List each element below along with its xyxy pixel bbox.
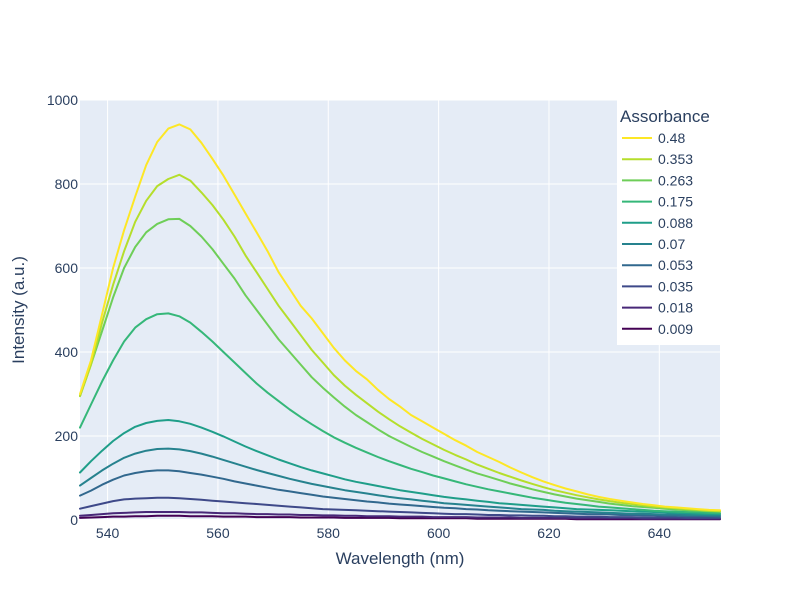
series-line-0.353 [79,173,721,513]
legend-title: Assorbance [620,107,710,126]
x-tick-label: 600 [427,525,451,541]
x-tick-label: 620 [537,525,561,541]
y-tick-label: 0 [70,512,78,528]
legend-label: 0.009 [658,321,693,337]
legend: Assorbance 0.480.3530.2630.1750.0880.070… [617,100,720,345]
legend-item[interactable]: 0.353 [622,151,693,167]
series-line-0.263 [79,217,721,513]
legend-item[interactable]: 0.263 [622,172,693,188]
y-tick-label: 400 [55,344,79,360]
series-line-0.018 [79,511,721,520]
legend-label: 0.48 [658,130,685,146]
legend-item[interactable]: 0.009 [622,321,693,337]
y-tick-label: 200 [55,428,79,444]
legend-item[interactable]: 0.48 [622,130,685,146]
legend-item[interactable]: 0.018 [622,300,693,316]
x-axis-ticks: 540 560 580 600 620 640 [96,525,671,541]
x-tick-label: 560 [206,525,230,541]
legend-label: 0.07 [658,236,685,252]
x-tick-label: 540 [96,525,120,541]
legend-label: 0.175 [658,194,693,210]
series-lines [79,123,721,521]
y-axis-ticks: 0 200 400 600 800 1000 [47,92,78,528]
series-line-0.175 [79,312,721,515]
legend-items: 0.48 0.353 0.263 0.175 0.088 0.07 0.053 0.035 0.… [622,130,693,337]
series-line-0.053 [79,469,721,518]
y-tick-label: 1000 [47,92,78,108]
legend-item[interactable]: 0.053 [622,257,693,273]
legend-item[interactable]: 0.035 [622,278,693,294]
series-line-0.088 [79,419,721,516]
legend-label: 0.353 [658,151,693,167]
legend-label: 0.053 [658,257,693,273]
legend-label: 0.035 [658,278,693,294]
x-axis-title: Wavelength (nm) [336,549,465,568]
y-axis-title: Intensity (a.u.) [9,256,28,364]
legend-item[interactable]: 0.175 [622,194,693,210]
x-tick-label: 640 [648,525,672,541]
y-tick-label: 600 [55,260,79,276]
legend-label: 0.088 [658,215,693,231]
y-tick-label: 800 [55,176,79,192]
legend-item[interactable]: 0.088 [622,215,693,231]
legend-item[interactable]: 0.07 [622,236,685,252]
series-line-0.48 [79,123,721,512]
series-line-0.035 [79,496,721,519]
legend-label: 0.263 [658,172,693,188]
legend-label: 0.018 [658,300,693,316]
x-tick-label: 580 [317,525,341,541]
series-line-0.07 [79,447,721,517]
